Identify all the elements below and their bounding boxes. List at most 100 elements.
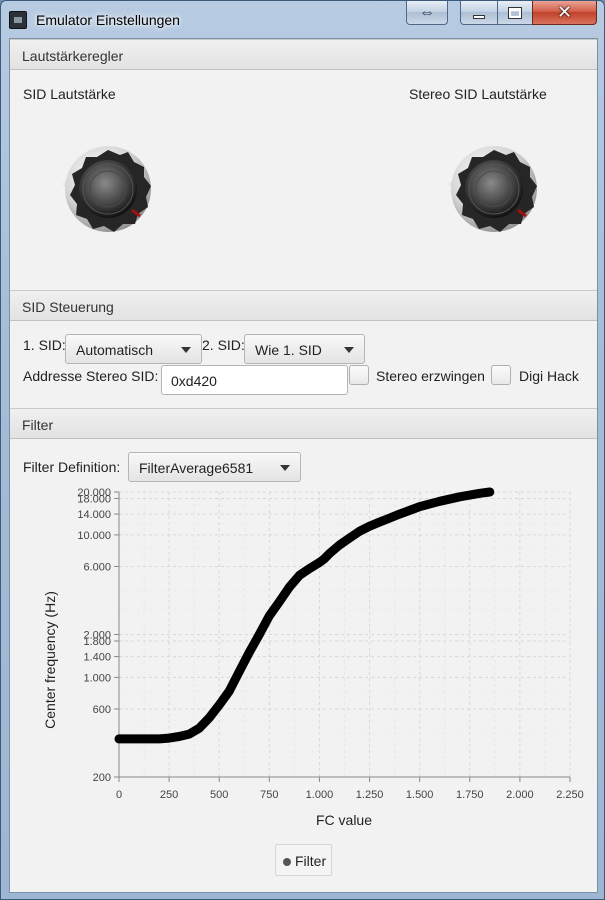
data-point xyxy=(196,725,203,732)
volume-section-header[interactable]: Lautstärkeregler xyxy=(10,39,597,70)
sid2-select[interactable]: Wie 1. SID xyxy=(244,334,365,364)
chevron-down-icon xyxy=(181,347,191,353)
data-point xyxy=(336,542,343,548)
y-axis-label: Center frequency (Hz) xyxy=(42,591,58,729)
sid2-selected-value: Wie 1. SID xyxy=(255,342,322,358)
maximize-icon xyxy=(508,6,522,19)
data-point xyxy=(166,735,173,742)
x-tick-label: 500 xyxy=(210,789,228,801)
data-point xyxy=(176,733,183,740)
data-point xyxy=(286,584,293,591)
stereo-sid-volume-knob[interactable] xyxy=(448,144,538,234)
minimize-icon xyxy=(473,14,485,19)
y-tick-label: 6.000 xyxy=(83,562,111,574)
data-point xyxy=(246,649,253,656)
swap-button[interactable]: ⇔ xyxy=(406,1,448,25)
minimize-button[interactable] xyxy=(460,1,498,25)
chart-tick-labels: 0 250 500 750 1.000 1.250 1.500 1.750 2.000 2.250… xyxy=(77,487,583,801)
x-tick-label: 1.000 xyxy=(306,789,334,801)
y-tick-label: 18.000 xyxy=(77,494,111,506)
window-title: Emulator Einstellungen xyxy=(36,12,180,28)
data-point xyxy=(476,490,483,497)
sid-volume-label: SID Lautstärke xyxy=(23,86,116,102)
x-axis-label: FC value xyxy=(316,812,372,828)
x-tick-label: 2.000 xyxy=(506,789,534,801)
chart-legend: Filter xyxy=(275,844,332,876)
chart-axes xyxy=(114,491,571,782)
x-tick-label: 1.500 xyxy=(406,789,434,801)
data-point xyxy=(296,572,303,579)
filter-definition-value: FilterAverage6581 xyxy=(139,460,254,476)
force-stereo-checkbox[interactable] xyxy=(349,365,369,385)
close-button[interactable]: ✕ xyxy=(532,1,597,25)
chart-series xyxy=(114,487,495,744)
data-point xyxy=(416,503,423,510)
legend-dot-icon xyxy=(283,858,291,866)
y-tick-label: 600 xyxy=(93,704,111,716)
data-point xyxy=(456,493,463,500)
sid1-selected-value: Automatisch xyxy=(76,342,154,358)
stereo-sid-volume-label: Stereo SID Lautstärke xyxy=(409,86,547,102)
data-point xyxy=(186,731,193,738)
y-tick-label: 200 xyxy=(93,772,111,784)
legend-label-filter: Filter xyxy=(295,853,327,869)
filter-definition-select[interactable]: FilterAverage6581 xyxy=(128,452,301,482)
settings-content: Lautstärkeregler SID Lautstärke Stereo S… xyxy=(9,38,598,893)
swap-arrows-icon: ⇔ xyxy=(419,3,435,21)
x-tick-label: 1.750 xyxy=(456,789,484,801)
y-tick-label: 14.000 xyxy=(77,509,111,521)
x-tick-label: 750 xyxy=(260,789,278,801)
data-point xyxy=(306,565,313,572)
data-point xyxy=(356,528,363,535)
data-point xyxy=(396,511,403,518)
data-point xyxy=(376,519,383,526)
filter-definition-label: Filter Definition: xyxy=(23,459,121,475)
data-point xyxy=(216,702,223,708)
y-tick-label: 2.000 xyxy=(83,630,111,642)
filter-chart: 0 250 500 750 1.000 1.250 1.500 1.750 2.000 2.250… xyxy=(42,487,584,828)
filter-section-header[interactable]: Filter xyxy=(10,408,597,439)
data-point xyxy=(226,688,233,695)
data-point xyxy=(346,535,353,542)
stereo-address-field[interactable]: 0xd420 xyxy=(161,365,348,395)
y-tick-label: 1.000 xyxy=(83,672,111,684)
data-point xyxy=(366,523,373,530)
data-point xyxy=(156,735,163,742)
sid1-label: 1. SID: xyxy=(23,337,66,353)
x-tick-label: 1.250 xyxy=(356,789,384,801)
title-bar[interactable]: Emulator Einstellungen ⇔ ✕ xyxy=(1,1,604,37)
data-point xyxy=(256,631,263,638)
y-tick-label: 1.800 xyxy=(83,636,111,648)
maximize-button[interactable] xyxy=(497,1,533,25)
x-tick-label: 250 xyxy=(160,789,178,801)
series-line-filter xyxy=(114,487,495,744)
stereo-address-label: Addresse Stereo SID: xyxy=(23,368,159,384)
x-tick-label: 0 xyxy=(116,789,122,801)
digi-hack-label: Digi Hack xyxy=(519,368,579,384)
sid-control-section-header[interactable]: SID Steuerung xyxy=(10,290,597,321)
data-point xyxy=(321,555,328,562)
sid1-select[interactable]: Automatisch xyxy=(65,334,202,364)
force-stereo-label: Stereo erzwingen xyxy=(376,368,485,384)
data-point xyxy=(266,612,273,619)
y-tick-label: 10.000 xyxy=(77,530,111,542)
y-tick-label: 20.000 xyxy=(77,487,111,499)
digi-hack-checkbox[interactable] xyxy=(491,365,511,385)
data-point xyxy=(236,668,243,675)
data-point xyxy=(436,498,443,505)
data-point xyxy=(276,598,283,605)
app-icon xyxy=(9,11,27,29)
data-point xyxy=(486,489,493,495)
data-point xyxy=(206,714,213,721)
sid-volume-knob[interactable] xyxy=(62,144,152,234)
sid2-label: 2. SID: xyxy=(202,337,245,353)
chevron-down-icon xyxy=(344,347,354,353)
y-tick-label: 1.400 xyxy=(83,652,111,664)
data-point xyxy=(116,735,122,742)
data-point xyxy=(326,550,333,557)
close-icon: ✕ xyxy=(556,2,573,22)
data-point xyxy=(136,735,142,742)
data-point xyxy=(316,559,323,566)
chevron-down-icon xyxy=(280,465,290,471)
